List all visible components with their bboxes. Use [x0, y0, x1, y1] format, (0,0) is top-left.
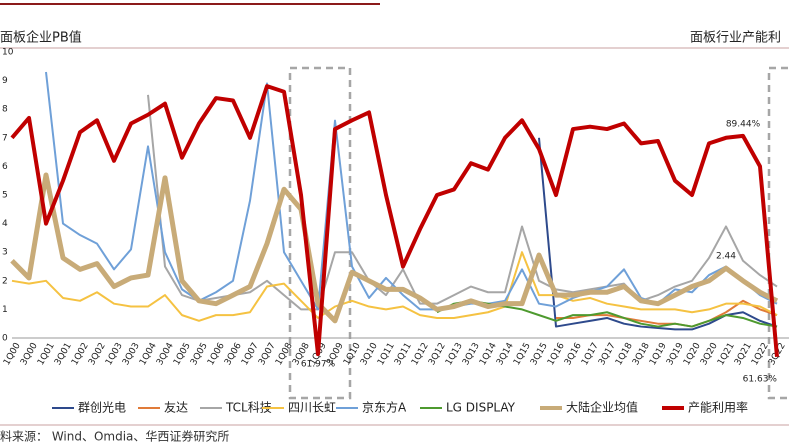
source: 料来源： Wind、Omdia、华西证券研究所 — [0, 429, 229, 444]
chart-subtitle: 面板行业产能利 — [690, 31, 781, 46]
legend-label: 友达 — [164, 401, 188, 415]
series-line — [10, 172, 779, 324]
highlight-box — [288, 66, 352, 400]
legend-label: 大陆企业均值 — [566, 400, 638, 415]
data-label: 61.63% — [743, 374, 778, 384]
data-label: 61.97% — [301, 360, 336, 370]
y-tick-label: 3 — [2, 248, 8, 258]
y-tick-label: 10 — [2, 48, 14, 58]
y-tick-label: 7 — [2, 133, 8, 143]
y-tick-label: 2 — [2, 276, 8, 286]
y-tick-label: 1 — [2, 305, 8, 315]
legend-label: TCL科技 — [225, 401, 272, 415]
series-line — [147, 94, 778, 311]
highlight-box — [767, 66, 789, 400]
chart-title: 面板企业PB值 — [0, 30, 82, 46]
series-line — [538, 137, 778, 331]
y-tick-label: 5 — [2, 191, 8, 201]
data-label: 89.44% — [726, 119, 761, 129]
legend-label: 京东方A — [362, 400, 407, 415]
legend-label: 产能利用率 — [688, 400, 748, 415]
y-tick-label: 8 — [2, 105, 8, 115]
data-label: 2.44 — [716, 252, 736, 262]
legend-label: LG DISPLAY — [446, 401, 516, 415]
series-line — [10, 84, 779, 358]
series-line — [11, 251, 778, 322]
y-tick-label: 6 — [2, 162, 8, 172]
y-tick-label: 9 — [2, 76, 8, 86]
y-tick-label: 0 — [2, 334, 8, 344]
y-tick-label: 4 — [2, 219, 8, 229]
legend-label: 四川长虹 — [288, 401, 336, 415]
legend-label: 群创光电 — [78, 401, 126, 415]
